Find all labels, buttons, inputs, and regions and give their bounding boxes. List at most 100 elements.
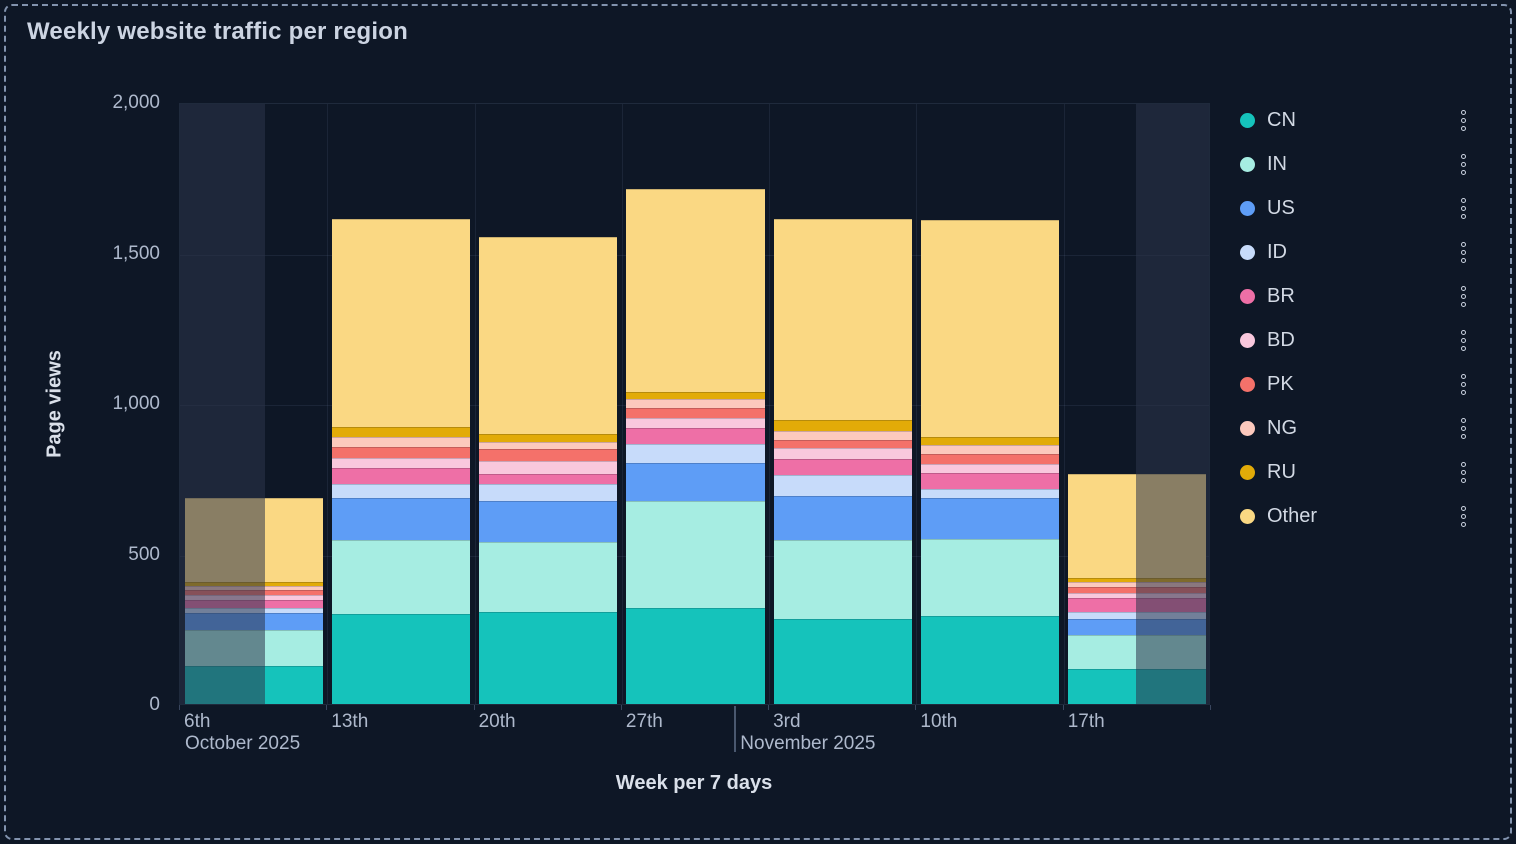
y-tick-label: 0 <box>149 694 160 715</box>
legend-item-ID[interactable]: ID <box>1240 230 1490 274</box>
kebab-menu-icon[interactable] <box>1459 152 1468 177</box>
bar-segment-BR-27th[interactable] <box>626 428 765 444</box>
kebab-menu-icon[interactable] <box>1459 284 1468 309</box>
kebab-dot <box>1461 169 1466 175</box>
bar-segment-ID-27th[interactable] <box>626 443 765 464</box>
kebab-menu-icon[interactable] <box>1459 504 1468 529</box>
bar-segment-IN-20th[interactable] <box>479 542 618 613</box>
legend-item-PK[interactable]: PK <box>1240 362 1490 406</box>
out-of-range-overlay-right <box>1136 104 1209 704</box>
bar-segment-BR-20th[interactable] <box>479 473 618 484</box>
month-label: November 2025 <box>740 733 876 754</box>
x-tick-label: 17th <box>1067 711 1105 732</box>
kebab-dot <box>1461 381 1466 387</box>
bar-segment-US-27th[interactable] <box>626 463 765 501</box>
bar-segment-RU-27th[interactable] <box>626 391 765 399</box>
legend-color-dot <box>1240 112 1255 128</box>
bar-segment-RU-3rd[interactable] <box>773 419 912 431</box>
legend-item-IN[interactable]: IN <box>1240 142 1490 186</box>
legend-color-dot <box>1240 200 1255 216</box>
bar-segment-NG-3rd[interactable] <box>773 430 912 440</box>
legend-label: NG <box>1267 416 1297 439</box>
bar-segment-PK-3rd[interactable] <box>773 439 912 449</box>
bar-segment-NG-20th[interactable] <box>479 441 618 449</box>
bar-segment-Other-13th[interactable] <box>331 219 471 427</box>
bar-segment-RU-13th[interactable] <box>331 426 471 437</box>
bar-3rd <box>773 219 912 704</box>
bar-segment-NG-27th[interactable] <box>626 398 765 409</box>
bar-segment-Other-20th[interactable] <box>479 237 618 434</box>
kebab-menu-icon[interactable] <box>1459 196 1468 221</box>
bar-segment-CN-10th[interactable] <box>920 616 1060 704</box>
bar-segment-BR-3rd[interactable] <box>773 459 912 475</box>
bar-segment-BD-20th[interactable] <box>479 460 618 474</box>
bar-segment-US-10th[interactable] <box>920 497 1060 539</box>
bar-segment-CN-13th[interactable] <box>331 613 471 704</box>
kebab-menu-icon[interactable] <box>1459 108 1468 133</box>
kebab-menu-icon[interactable] <box>1459 460 1468 485</box>
bar-segment-ID-3rd[interactable] <box>773 474 912 497</box>
bar-segment-US-20th[interactable] <box>479 500 618 543</box>
bar-10th <box>920 220 1060 704</box>
bar-segment-BD-27th[interactable] <box>626 418 765 429</box>
x-axis-tick <box>620 705 622 710</box>
bar-segment-ID-10th[interactable] <box>920 488 1060 498</box>
bar-segment-IN-13th[interactable] <box>331 539 471 614</box>
legend-color-dot <box>1240 376 1255 392</box>
gridline-vertical <box>474 104 476 704</box>
bar-segment-NG-13th[interactable] <box>331 436 471 447</box>
bar-segment-CN-27th[interactable] <box>626 607 765 704</box>
kebab-menu-icon[interactable] <box>1459 240 1468 265</box>
kebab-dot <box>1461 205 1466 211</box>
bar-segment-PK-10th[interactable] <box>920 454 1060 465</box>
bar-segment-BR-13th[interactable] <box>331 467 471 485</box>
bar-segment-BR-10th[interactable] <box>920 473 1060 489</box>
bar-segment-IN-3rd[interactable] <box>773 540 912 620</box>
bar-segment-IN-10th[interactable] <box>920 538 1060 617</box>
bar-segment-PK-13th[interactable] <box>331 446 471 459</box>
legend-item-CN[interactable]: CN <box>1240 98 1490 142</box>
bar-segment-CN-3rd[interactable] <box>773 619 912 704</box>
legend-item-BD[interactable]: BD <box>1240 318 1490 362</box>
legend-label: BD <box>1267 328 1295 351</box>
y-tick-label: 2,000 <box>112 92 160 113</box>
bar-segment-PK-20th[interactable] <box>479 448 618 461</box>
bar-segment-ID-20th[interactable] <box>479 483 618 501</box>
bar-segment-BD-10th[interactable] <box>920 464 1060 474</box>
bar-segment-Other-10th[interactable] <box>920 220 1060 437</box>
x-axis-tick <box>915 705 917 710</box>
bar-segment-IN-27th[interactable] <box>626 500 765 608</box>
bar-segment-CN-20th[interactable] <box>479 612 618 704</box>
bar-segment-Other-27th[interactable] <box>626 189 765 392</box>
legend-item-US[interactable]: US <box>1240 186 1490 230</box>
bar-segment-Other-3rd[interactable] <box>773 219 912 420</box>
legend-item-NG[interactable]: NG <box>1240 406 1490 450</box>
kebab-menu-icon[interactable] <box>1459 416 1468 441</box>
kebab-menu-icon[interactable] <box>1459 328 1468 353</box>
bar-segment-NG-10th[interactable] <box>920 445 1060 455</box>
bar-segment-US-3rd[interactable] <box>773 496 912 541</box>
legend-color-dot <box>1240 288 1255 304</box>
bar-segment-RU-20th[interactable] <box>479 433 618 442</box>
out-of-range-overlay-left <box>180 104 265 704</box>
gridline-vertical <box>621 104 623 704</box>
y-tick-label: 1,000 <box>112 393 160 414</box>
legend-item-Other[interactable]: Other <box>1240 494 1490 538</box>
bar-segment-ID-13th[interactable] <box>331 484 471 498</box>
kebab-dot <box>1461 337 1466 343</box>
kebab-dot <box>1461 285 1466 291</box>
gridline-vertical <box>916 104 918 704</box>
x-axis-tick <box>179 705 180 710</box>
bar-segment-RU-10th[interactable] <box>920 436 1060 446</box>
bar-segment-BD-13th[interactable] <box>331 458 471 468</box>
kebab-dot <box>1461 301 1466 307</box>
legend-color-dot <box>1240 420 1255 436</box>
kebab-menu-icon[interactable] <box>1459 372 1468 397</box>
legend-item-BR[interactable]: BR <box>1240 274 1490 318</box>
legend-item-RU[interactable]: RU <box>1240 450 1490 494</box>
kebab-dot <box>1461 461 1466 467</box>
bar-segment-PK-27th[interactable] <box>626 408 765 419</box>
bar-segment-US-13th[interactable] <box>331 497 471 540</box>
kebab-dot <box>1461 345 1466 351</box>
bar-segment-BD-3rd[interactable] <box>773 448 912 460</box>
